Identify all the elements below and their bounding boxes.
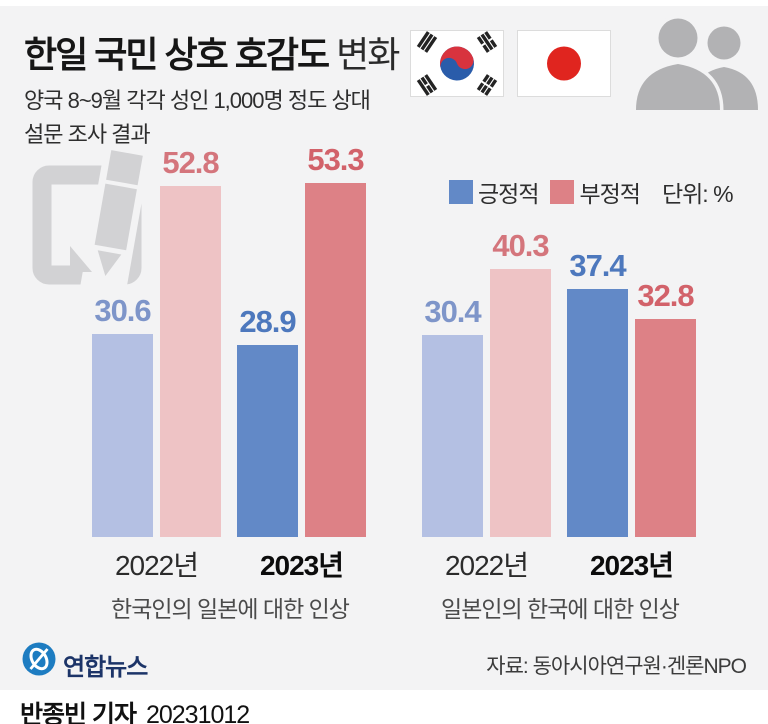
x-axis-label-2022년: 2022년 [114, 550, 199, 581]
subtitle: 양국 8~9월 각각 성인 1,000명 정도 상대 설문 조사 결과 [24, 84, 371, 152]
bar-value-label: 52.8 [162, 145, 219, 180]
byline: 반종빈 기자 20231012 [20, 695, 250, 724]
legend-label-positive: 긍정적 [478, 181, 539, 207]
negative-bar-2022년: 40.3 [490, 228, 551, 537]
bar-group: 30.6 52.8 28.9 53.3 [92, 130, 368, 537]
legend-label-negative: 부정적 [579, 181, 640, 207]
subtitle-line-2: 설문 조사 결과 [24, 122, 151, 147]
title-main: 한일 국민 상호 호감도 [24, 34, 330, 75]
negative-bar-2023년: 32.8 [635, 278, 696, 537]
positive-bar-2023년: 37.4 [567, 248, 628, 537]
footer: 연합뉴스 자료: 동아시아연구원·겐론NPO [0, 636, 768, 690]
page-title: 한일 국민 상호 호감도 변화 [24, 26, 400, 78]
subtitle-line-1: 양국 8~9월 각각 성인 1,000명 정도 상대 [24, 88, 371, 113]
title-suffix: 변화 [336, 34, 400, 75]
x-axis-label-2023년: 2023년 [589, 550, 674, 581]
x-axis-label-2022년: 2022년 [444, 550, 529, 581]
bar-value-label: 30.4 [424, 294, 481, 329]
bar-value-label: 30.6 [94, 293, 151, 328]
legend-swatch-negative [550, 180, 575, 204]
korea-flag-icon [410, 30, 504, 97]
byline-reporter-name: 반종빈 기자 [20, 701, 137, 724]
chart-japanese-impression-of-korea: 30.4 40.3 37.4 32.8 일본인의 한국에 대한 인상 2022년 202… [422, 130, 698, 650]
top-border [0, 0, 768, 6]
positive-bar-2023년: 28.9 [237, 304, 298, 537]
byline-date: 20231012 [145, 701, 250, 724]
bar-group: 30.4 40.3 37.4 32.8 [422, 130, 698, 537]
bar-value-label: 32.8 [637, 278, 694, 313]
positive-bar-2022년: 30.4 [422, 294, 483, 537]
bar-value-label: 37.4 [569, 248, 626, 283]
negative-bar-2023년: 53.3 [305, 142, 366, 537]
byline-strip: 반종빈 기자 20231012 [0, 690, 768, 724]
source-credit: 자료: 동아시아연구원·겐론NPO [486, 655, 747, 678]
people-silhouette-icon [632, 15, 758, 110]
bar-value-label: 40.3 [492, 228, 549, 263]
chart-caption-left: 한국인의 일본에 대한 인상 [111, 596, 350, 622]
chart-koreans-impression-of-japan: 30.6 52.8 28.9 53.3 한국인의 일본에 대한 인상 2022년 202… [92, 130, 368, 650]
yonhap-logo-icon [22, 642, 56, 676]
chart-caption-right: 일본인의 한국에 대한 인상 [441, 596, 680, 622]
pencil-document-watermark-icon [32, 148, 155, 294]
bar-value-label: 53.3 [307, 142, 364, 177]
bar-value-label: 28.9 [239, 304, 296, 339]
yonhap-logo-text: 연합뉴스 [63, 654, 148, 681]
x-axis-label-2023년: 2023년 [259, 550, 344, 581]
positive-bar-2022년: 30.6 [92, 293, 153, 537]
legend-unit-label: 단위: % [661, 181, 734, 207]
japan-flag-icon [517, 30, 611, 97]
legend-swatch-positive [449, 180, 473, 204]
legend: 긍정적 부정적 단위: % [449, 175, 734, 209]
negative-bar-2022년: 52.8 [160, 145, 221, 537]
